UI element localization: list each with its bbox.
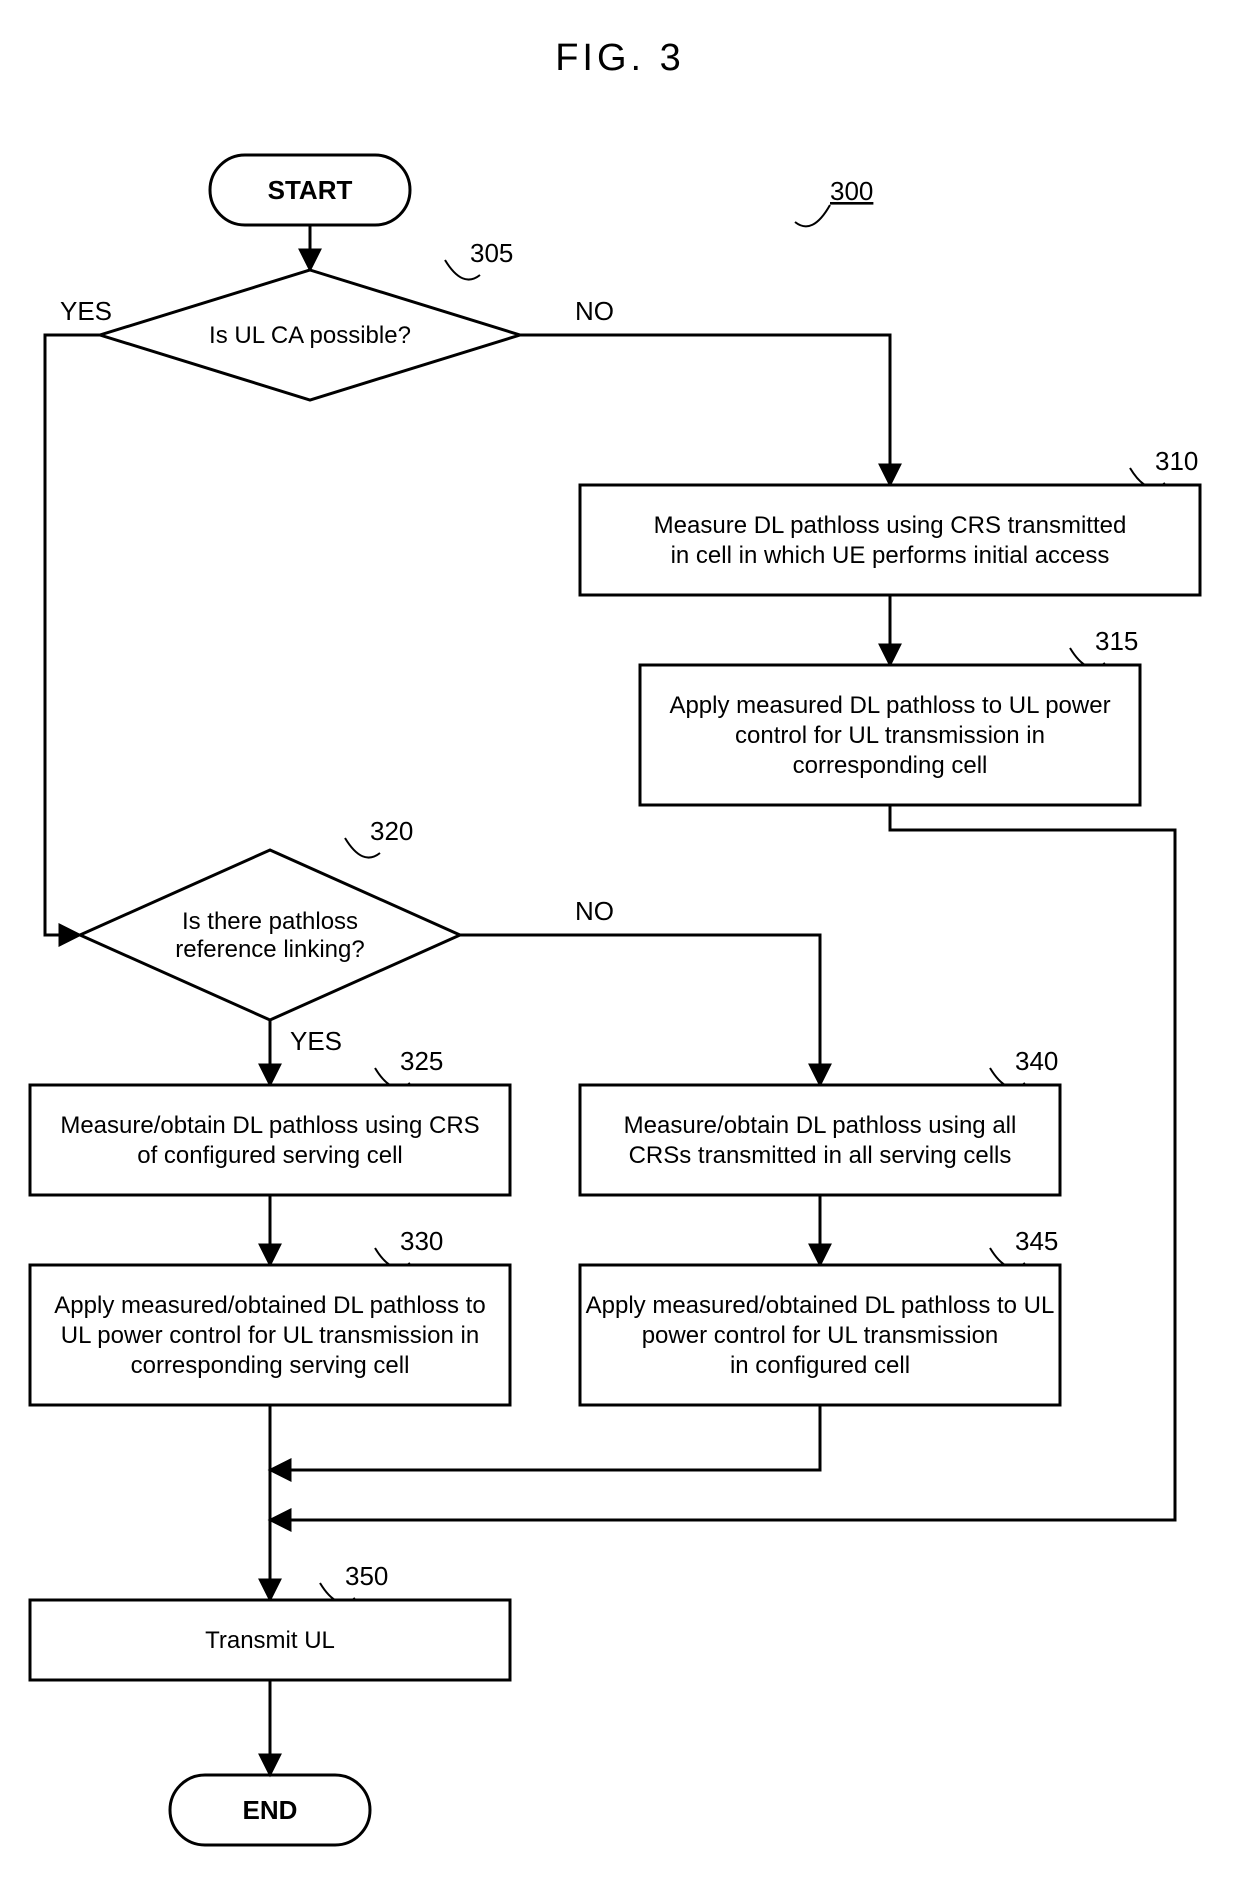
- end-label: END: [243, 1795, 298, 1825]
- process-p350-label: Transmit UL: [205, 1627, 335, 1654]
- flowchart-diagram: FIG. 3 START END Is UL CA possible? 305 YES N…: [0, 0, 1240, 1899]
- start-label: START: [268, 175, 353, 205]
- ref-d305: 305: [470, 238, 513, 268]
- ref-p315: 315: [1095, 626, 1138, 656]
- d305-no-label: NO: [575, 296, 614, 326]
- edge-d305-no: [520, 335, 890, 485]
- ref-p330: 330: [400, 1226, 443, 1256]
- figure-title: FIG. 3: [555, 37, 685, 79]
- diagram-ref-label: 300: [830, 176, 873, 206]
- ref-p310: 310: [1155, 446, 1198, 476]
- edge-d320-no: [460, 935, 820, 1085]
- edge-p345: [270, 1405, 820, 1470]
- ref-p345: 345: [1015, 1226, 1058, 1256]
- diagram-ref: 300: [795, 176, 873, 226]
- ref-p350: 350: [345, 1561, 388, 1591]
- d305-yes-label: YES: [60, 296, 112, 326]
- ref-d320: 320: [370, 816, 413, 846]
- edges: [45, 225, 1175, 1775]
- decision-d320: [80, 850, 460, 1020]
- process-p325: [30, 1085, 510, 1195]
- edge-d305-yes: [45, 335, 100, 935]
- ref-p340: 340: [1015, 1046, 1058, 1076]
- decision-d305-label: Is UL CA possible?: [209, 322, 411, 349]
- process-p310: [580, 485, 1200, 595]
- decision-d320-label: Is there pathlossreference linking?: [175, 908, 364, 963]
- process-p340: [580, 1085, 1060, 1195]
- d320-no-label: NO: [575, 896, 614, 926]
- shapes: START END Is UL CA possible? 305 YES NO Is the…: [30, 155, 1200, 1845]
- ref-p325: 325: [400, 1046, 443, 1076]
- d320-yes-label: YES: [290, 1026, 342, 1056]
